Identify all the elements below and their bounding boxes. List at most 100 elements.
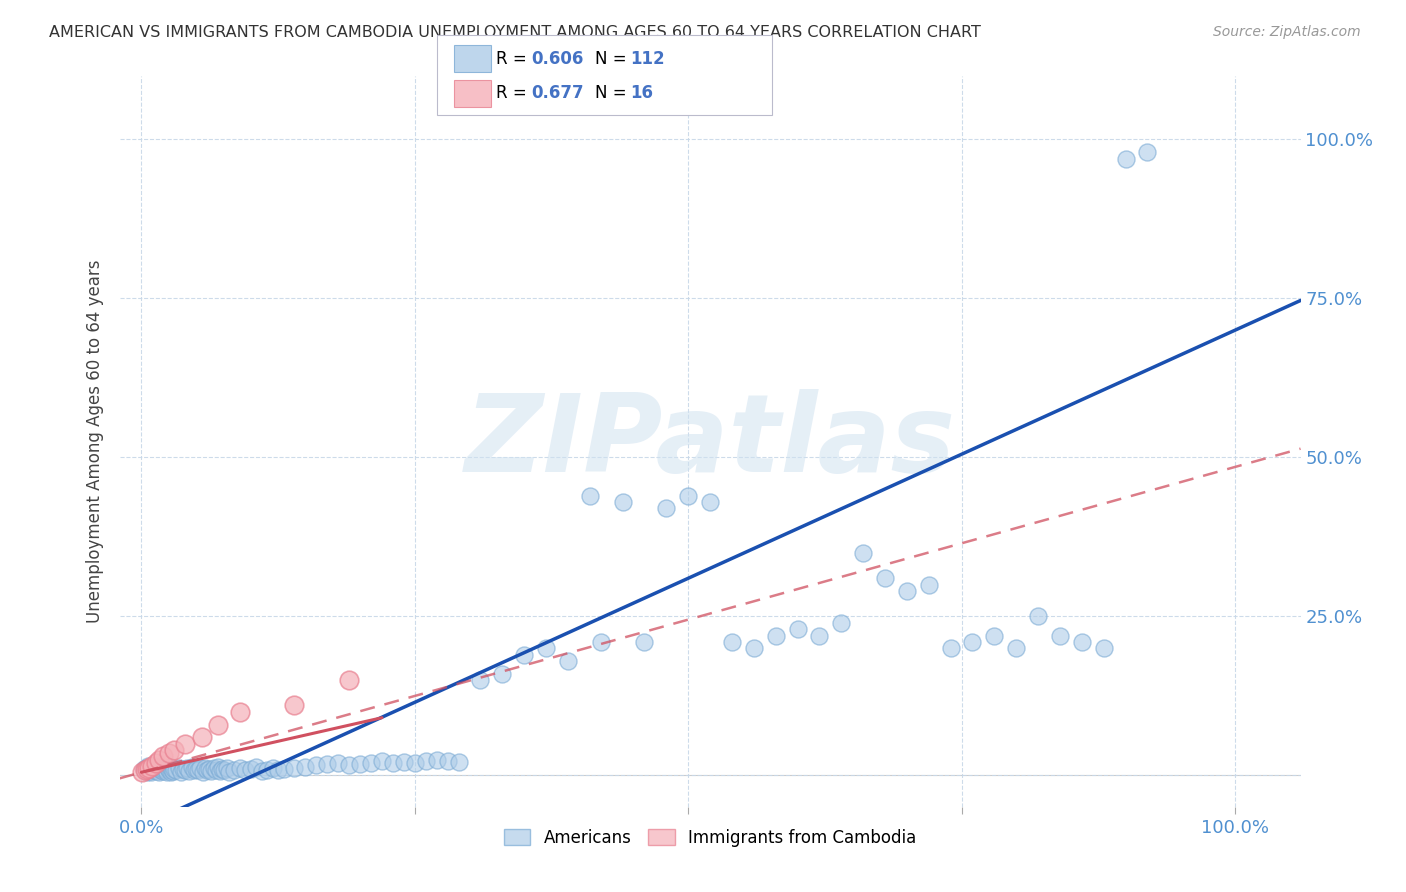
Point (138, 761, 160, 775)
Y-axis label: Unemployment Among Ages 60 to 64 years: Unemployment Among Ages 60 to 64 years (86, 260, 104, 624)
Point (162, 764, 184, 778)
Point (200, 764, 222, 778)
Point (132, 762, 155, 776)
Text: N =: N = (595, 84, 631, 103)
Point (142, 764, 165, 778)
Point (174, 737, 197, 751)
Point (328, 756, 350, 770)
Text: Source: ZipAtlas.com: Source: ZipAtlas.com (1213, 25, 1361, 39)
Point (939, 641, 962, 656)
Point (589, 635, 612, 649)
Point (786, 622, 808, 636)
Point (224, 763, 246, 777)
Point (214, 764, 236, 778)
Point (204, 763, 226, 777)
Point (676, 489, 699, 503)
Point (371, 755, 394, 769)
Text: N =: N = (595, 50, 631, 68)
Point (183, 764, 205, 778)
Point (149, 762, 172, 776)
Point (229, 705, 252, 719)
Point (918, 577, 941, 591)
Point (612, 495, 634, 509)
Point (145, 762, 167, 776)
Text: 112: 112 (630, 50, 665, 68)
Point (187, 763, 209, 777)
Point (415, 755, 437, 769)
Point (160, 765, 183, 780)
Point (852, 546, 875, 560)
Point (305, 758, 328, 772)
Text: AMERICAN VS IMMIGRANTS FROM CAMBODIA UNEMPLOYMENT AMONG AGES 60 TO 64 YEARS CORR: AMERICAN VS IMMIGRANTS FROM CAMBODIA UNE… (49, 25, 981, 40)
Point (491, 666, 513, 681)
Point (404, 756, 426, 770)
Point (152, 749, 174, 764)
Point (143, 763, 166, 777)
Point (135, 761, 157, 775)
Point (153, 763, 176, 777)
Text: ZIPatlas: ZIPatlas (464, 389, 956, 494)
Point (148, 764, 170, 779)
Point (135, 762, 157, 776)
Point (138, 764, 160, 778)
Point (721, 635, 744, 649)
Point (157, 746, 180, 760)
Point (316, 757, 339, 772)
Point (176, 762, 198, 776)
Point (699, 495, 721, 509)
Point (148, 753, 170, 767)
Point (962, 635, 984, 649)
Point (239, 762, 262, 776)
Point (207, 760, 229, 774)
Point (141, 764, 163, 779)
Point (392, 755, 415, 769)
Point (135, 765, 157, 780)
Point (983, 628, 1005, 642)
Point (134, 764, 156, 778)
Point (337, 758, 360, 772)
Text: 16: 16 (630, 84, 652, 103)
Point (167, 761, 190, 775)
Point (808, 628, 831, 642)
Point (381, 756, 404, 771)
Point (195, 764, 218, 778)
Point (155, 764, 177, 779)
Point (447, 755, 470, 769)
Point (294, 759, 316, 773)
Point (896, 584, 918, 599)
Point (360, 756, 382, 770)
Point (136, 759, 159, 773)
Point (145, 756, 167, 770)
Text: R =: R = (496, 84, 533, 103)
Point (146, 760, 169, 774)
Point (155, 762, 177, 776)
Point (655, 501, 678, 516)
Point (152, 764, 174, 778)
Point (436, 754, 458, 768)
Point (172, 762, 194, 776)
Point (1115, 152, 1137, 166)
Point (742, 641, 765, 656)
Point (190, 762, 212, 776)
Point (160, 763, 183, 777)
Point (262, 762, 284, 776)
Point (163, 743, 186, 757)
Point (209, 764, 232, 778)
Point (256, 763, 278, 777)
Point (163, 762, 186, 776)
Point (283, 761, 305, 775)
Point (830, 615, 852, 630)
Point (215, 761, 238, 775)
Point (283, 698, 305, 713)
Point (245, 760, 267, 774)
Point (150, 764, 173, 778)
Text: 0.606: 0.606 (531, 50, 583, 68)
Point (159, 760, 181, 774)
Point (250, 764, 273, 778)
Point (873, 571, 896, 585)
Point (165, 764, 187, 778)
Point (765, 628, 787, 642)
Point (141, 759, 163, 773)
Point (534, 641, 557, 656)
Point (633, 635, 655, 649)
